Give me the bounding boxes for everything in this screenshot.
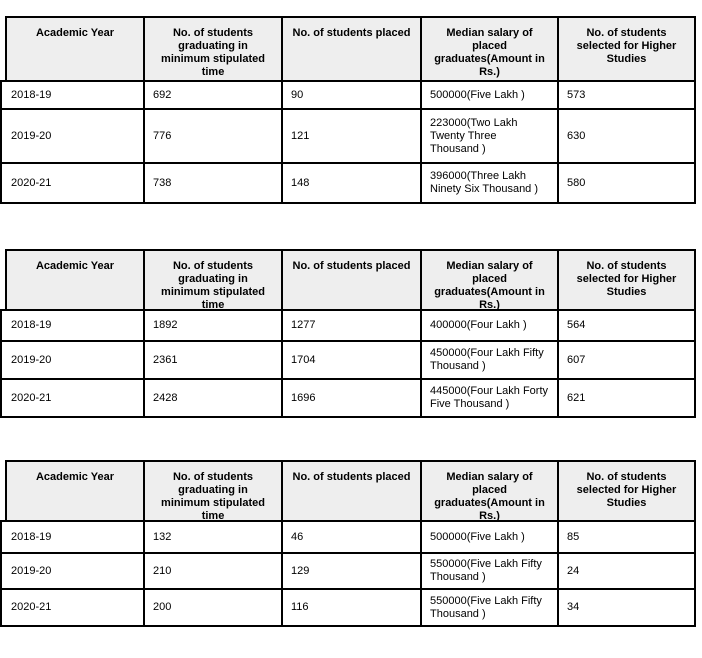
- table-row: 2018-19 1892 1277 400000(Four Lakh ) 564: [0, 309, 696, 340]
- table-header-row: Academic Year No. of students graduating …: [5, 16, 696, 80]
- academic-year-cell: 2019-20: [11, 564, 52, 577]
- table-row: 2020-21 200 116 550000(Five Lakh Fifty Thou…: [0, 588, 696, 627]
- table-cell: 400000(Four Lakh ): [420, 311, 557, 340]
- column-header: No. of students placed: [281, 18, 420, 80]
- column-header: No. of students selected for Higher Stud…: [557, 251, 694, 309]
- table-cell: 132: [143, 522, 281, 552]
- table-cell: 450000(Four Lakh Fifty Thousand ): [420, 342, 557, 378]
- column-header: No. of students graduating in minimum st…: [143, 251, 281, 309]
- column-header: No. of students placed: [281, 462, 420, 520]
- table-cell: 630: [557, 110, 694, 162]
- column-header: No. of students selected for Higher Stud…: [557, 462, 694, 520]
- table-header-row: Academic Year No. of students graduating …: [5, 249, 696, 309]
- table-cell: 148: [281, 164, 420, 202]
- table-row: 2020-21 2428 1696 445000(Four Lakh Forty Fi…: [0, 378, 696, 418]
- column-header: No. of students selected for Higher Stud…: [557, 18, 694, 80]
- table-row: 2020-21 738 148 396000(Three Lakh Ninety Si…: [0, 162, 696, 204]
- placement-table-2: Academic Year No. of students graduating …: [0, 249, 702, 418]
- column-header: No. of students graduating in minimum st…: [143, 18, 281, 80]
- column-header: No. of students graduating in minimum st…: [143, 462, 281, 520]
- table-cell: 1704: [281, 342, 420, 378]
- table-cell: 550000(Five Lakh Fifty Thousand ): [420, 554, 557, 588]
- column-header: Academic Year: [35, 471, 115, 483]
- table-cell: 550000(Five Lakh Fifty Thousand ): [420, 590, 557, 625]
- table-cell: 580: [557, 164, 694, 202]
- column-header: Academic Year: [35, 27, 115, 39]
- table-cell: 500000(Five Lakh ): [420, 82, 557, 108]
- table-cell: 445000(Four Lakh Forty Five Thousand ): [420, 380, 557, 416]
- column-header: Median salary of placed graduates(Amount…: [420, 18, 557, 80]
- academic-year-cell: 2019-20: [11, 353, 52, 366]
- academic-year-cell: 2018-19: [11, 530, 52, 543]
- table-cell: 1277: [281, 311, 420, 340]
- table-cell: 564: [557, 311, 694, 340]
- table-cell: 692: [143, 82, 281, 108]
- table-cell: 776: [143, 110, 281, 162]
- academic-year-cell: 2020-21: [11, 601, 52, 613]
- column-header: Median salary of placed graduates(Amount…: [420, 462, 557, 520]
- table-row: 2018-19 692 90 500000(Five Lakh ) 573: [0, 80, 696, 108]
- column-header: No. of students placed: [281, 251, 420, 309]
- table-cell: 200: [143, 590, 281, 625]
- page: Academic Year No. of students graduating …: [0, 16, 702, 627]
- placement-table-3: Academic Year No. of students graduating …: [0, 460, 702, 627]
- table-cell: 116: [281, 590, 420, 625]
- table-header-row: Academic Year No. of students graduating …: [5, 460, 696, 520]
- academic-year-cell: 2020-21: [11, 176, 52, 189]
- column-header: Median salary of placed graduates(Amount…: [420, 251, 557, 309]
- table-row: 2019-20 210 129 550000(Five Lakh Fifty Thou…: [0, 552, 696, 588]
- table-cell: 85: [557, 522, 694, 552]
- table-row: 2019-20 2361 1704 450000(Four Lakh Fifty Th…: [0, 340, 696, 378]
- table-cell: 2428: [143, 380, 281, 416]
- table-cell: 210: [143, 554, 281, 588]
- table-cell: 573: [557, 82, 694, 108]
- table-cell: 738: [143, 164, 281, 202]
- table-cell: 1696: [281, 380, 420, 416]
- table-cell: 2361: [143, 342, 281, 378]
- table-cell: 621: [557, 380, 694, 416]
- academic-year-cell: 2018-19: [11, 319, 52, 331]
- table-cell: 129: [281, 554, 420, 588]
- table-cell: 396000(Three Lakh Ninety Six Thousand ): [420, 164, 557, 202]
- academic-year-cell: 2019-20: [11, 129, 52, 142]
- table-cell: 121: [281, 110, 420, 162]
- table-cell: 46: [281, 522, 420, 552]
- academic-year-cell: 2018-19: [11, 88, 52, 101]
- table-cell: 90: [281, 82, 420, 108]
- table-cell: 34: [557, 590, 694, 625]
- table-cell: 24: [557, 554, 694, 588]
- table-cell: 223000(Two Lakh Twenty Three Thousand ): [420, 110, 557, 162]
- table-row: 2018-19 132 46 500000(Five Lakh ) 85: [0, 520, 696, 552]
- table-cell: 1892: [143, 311, 281, 340]
- table-cell: 607: [557, 342, 694, 378]
- table-cell: 500000(Five Lakh ): [420, 522, 557, 552]
- academic-year-cell: 2020-21: [11, 391, 52, 404]
- table-row: 2019-20 776 121 223000(Two Lakh Twenty Thre…: [0, 108, 696, 162]
- placement-table-1: Academic Year No. of students graduating …: [0, 16, 702, 204]
- column-header: Academic Year: [35, 260, 115, 272]
